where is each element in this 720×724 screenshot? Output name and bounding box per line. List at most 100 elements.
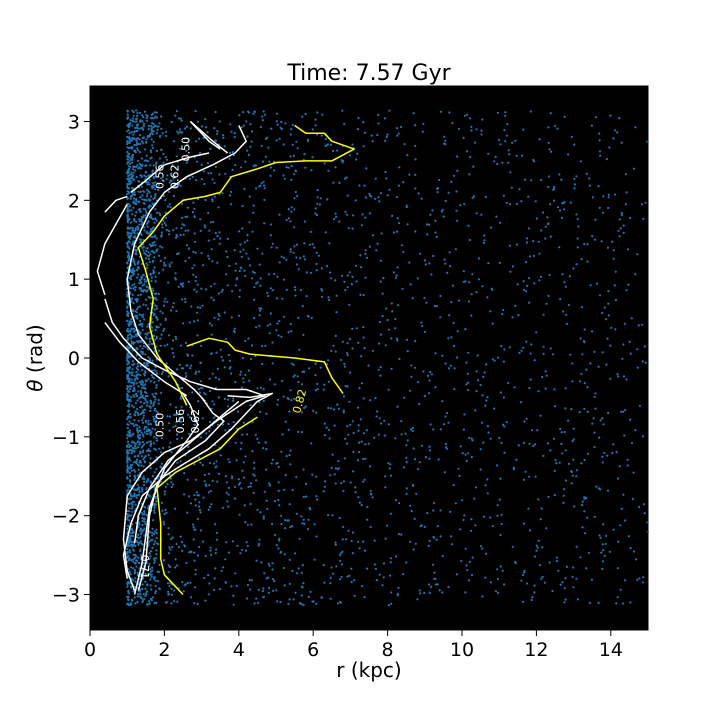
particle-point — [329, 576, 332, 580]
particle-point — [135, 371, 138, 374]
particle-point — [533, 160, 536, 163]
particle-point — [128, 385, 131, 388]
particle-point — [262, 110, 265, 113]
particle-point — [128, 132, 131, 135]
particle-point — [275, 297, 279, 300]
particle-point — [157, 183, 160, 186]
particle-point — [599, 536, 602, 540]
particle-point — [149, 245, 153, 248]
particle-point — [396, 196, 399, 199]
particle-point — [138, 578, 141, 581]
particle-point — [131, 422, 135, 425]
particle-point — [520, 349, 523, 352]
particle-point — [234, 164, 237, 167]
particle-point — [281, 433, 284, 436]
particle-point — [292, 154, 295, 157]
particle-point — [351, 143, 354, 146]
particle-point — [427, 392, 431, 395]
particle-point — [558, 461, 561, 464]
particle-point — [143, 527, 146, 530]
particle-point — [385, 135, 388, 139]
particle-point — [549, 203, 552, 206]
particle-point — [505, 134, 508, 137]
particle-point — [430, 373, 433, 376]
particle-point — [601, 567, 604, 571]
particle-point — [263, 490, 266, 493]
particle-point — [155, 316, 158, 319]
particle-point — [275, 112, 278, 115]
particle-point — [447, 191, 450, 194]
particle-point — [126, 369, 129, 372]
particle-point — [152, 250, 155, 253]
particle-point — [441, 400, 444, 403]
x-axis-label: r (kpc) — [336, 658, 401, 682]
particle-point — [233, 135, 236, 139]
particle-point — [362, 540, 365, 543]
particle-point — [153, 241, 156, 244]
particle-point — [427, 583, 431, 586]
particle-point — [597, 365, 600, 368]
particle-point — [315, 213, 319, 217]
particle-point — [510, 186, 513, 189]
particle-point — [313, 523, 316, 526]
particle-point — [221, 423, 224, 426]
particle-point — [143, 510, 146, 513]
particle-point — [341, 550, 344, 553]
particle-point — [146, 254, 149, 257]
particle-point — [131, 269, 134, 272]
particle-point — [148, 359, 152, 362]
particle-point — [145, 280, 148, 283]
particle-point — [207, 491, 210, 494]
particle-point — [287, 166, 290, 169]
particle-point — [588, 184, 592, 187]
particle-point — [497, 591, 500, 595]
particle-point — [126, 550, 129, 554]
particle-point — [361, 213, 364, 216]
particle-point — [498, 436, 501, 440]
contour-label: 0.62 — [189, 409, 202, 434]
particle-point — [146, 247, 149, 250]
particle-point — [179, 184, 182, 187]
particle-point — [253, 467, 256, 470]
particle-point — [625, 191, 628, 194]
particle-point — [133, 557, 136, 560]
particle-point — [453, 388, 456, 391]
particle-point — [371, 496, 374, 499]
particle-point — [174, 176, 177, 179]
particle-point — [396, 592, 399, 596]
particle-point — [296, 194, 299, 198]
particle-point — [203, 182, 206, 186]
particle-point — [190, 596, 193, 599]
particle-point — [136, 228, 139, 231]
particle-point — [440, 210, 443, 213]
particle-point — [335, 294, 338, 297]
particle-point — [375, 415, 378, 418]
particle-point — [379, 422, 383, 425]
particle-point — [366, 506, 369, 509]
particle-point — [145, 574, 148, 577]
particle-point — [293, 173, 296, 176]
particle-point — [143, 374, 146, 377]
particle-point — [149, 443, 152, 446]
particle-point — [212, 416, 215, 419]
particle-point — [291, 488, 294, 492]
particle-point — [228, 461, 231, 464]
particle-point — [150, 599, 153, 602]
particle-point — [185, 125, 188, 128]
particle-point — [289, 133, 292, 136]
particle-point — [135, 253, 138, 256]
particle-point — [339, 559, 342, 562]
particle-point — [255, 187, 258, 190]
particle-point — [315, 411, 318, 414]
particle-point — [141, 140, 144, 143]
particle-point — [433, 571, 436, 574]
particle-point — [149, 481, 152, 484]
particle-point — [285, 219, 288, 222]
particle-point — [436, 191, 439, 194]
particle-point — [617, 477, 620, 480]
particle-point — [520, 200, 523, 203]
particle-point — [534, 200, 537, 203]
particle-point — [211, 178, 214, 181]
particle-point — [222, 134, 225, 137]
particle-point — [585, 172, 588, 175]
